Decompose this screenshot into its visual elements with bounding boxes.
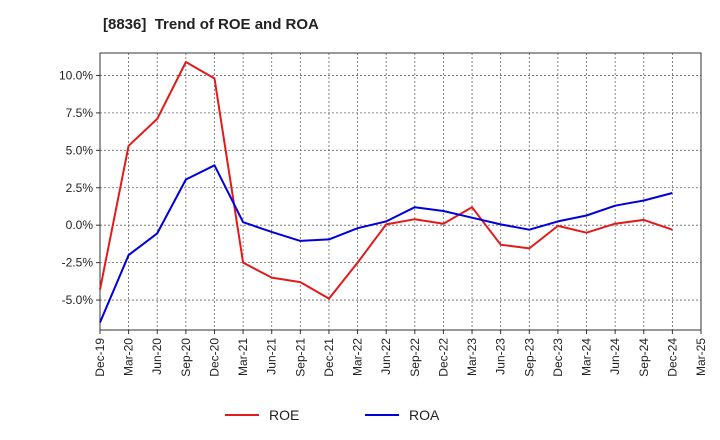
x-tick-label: Sep-23 [522,338,536,377]
x-tick-label: Mar-25 [694,338,708,376]
y-tick-label: -5.0% [62,293,94,307]
legend-label-roe: ROE [269,407,299,423]
x-tick-label: Dec-23 [551,338,565,377]
x-tick-label: Dec-20 [207,338,221,377]
x-tick-label: Dec-22 [436,338,450,377]
x-axis-ticks: Dec-19 Mar-20 Jun-20 Sep-20 Dec-20 Mar-21 Jun-… [93,330,708,377]
y-tick-label: 7.5% [66,106,94,120]
x-tick-label: Mar-24 [580,338,594,376]
legend: ROE ROA [225,407,440,423]
x-tick-label: Mar-21 [236,338,250,376]
y-tick-label: 0.0% [66,218,94,232]
x-tick-label: Mar-22 [351,338,365,376]
x-tick-label: Sep-20 [179,338,193,377]
series-layer [99,61,673,323]
x-tick-label: Jun-20 [150,338,164,375]
x-tick-label: Mar-23 [465,338,479,376]
y-tick-label: 10.0% [59,68,93,82]
x-tick-label: Sep-24 [637,338,651,377]
y-axis-ticks: 10.0% 7.5% 5.0% 2.5% 0.0% -2.5% -5.0% [59,68,100,307]
x-tick-label: Dec-21 [322,338,336,377]
y-tick-label: 2.5% [66,181,94,195]
plot-frame [99,52,702,331]
chart-title: [8836] Trend of ROE and ROA [103,16,319,33]
series-line-roe [99,61,673,300]
series-line-roa [99,164,673,323]
x-tick-label: Jun-21 [265,338,279,375]
x-tick-label: Sep-22 [408,338,422,377]
x-tick-label: Jun-23 [494,338,508,375]
x-tick-label: Mar-20 [122,338,136,376]
grid-layer [100,53,701,330]
legend-label-roa: ROA [409,407,440,423]
x-tick-label: Sep-21 [293,338,307,377]
x-tick-label: Jun-24 [608,338,622,375]
x-tick-label: Dec-24 [665,338,679,377]
x-tick-label: Jun-22 [379,338,393,375]
x-tick-label: Dec-19 [93,338,107,377]
y-tick-label: -2.5% [62,256,94,270]
y-tick-label: 5.0% [66,143,94,157]
